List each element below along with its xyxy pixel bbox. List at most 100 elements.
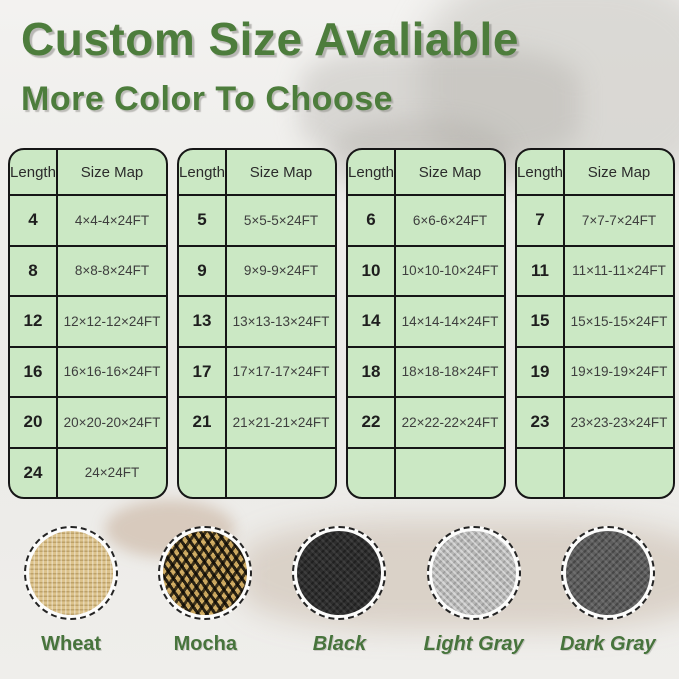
table-row: 10 10×10-10×24FT [348,244,504,295]
table-row: 24 24×24FT [10,446,166,497]
table-header-row: Length Size Map [10,150,166,194]
table-header-row: Length Size Map [348,150,504,194]
size-map-column-header: Size Map [418,163,482,181]
length-value: 6 [348,196,396,245]
length-column-header: Length [179,150,227,194]
size-map-value: 17×17-17×24FT [232,364,330,380]
table-row: 7 7×7-7×24FT [517,194,673,245]
length-value: 21 [179,398,227,447]
size-table-1: Length Size Map 4 4×4-4×24FT 8 8×8-8×24F… [8,148,168,499]
swatch-label: Black [312,633,367,655]
size-map-value [396,449,504,498]
size-map-value: 9×9-9×24FT [243,263,319,279]
size-map-value: 14×14-14×24FT [401,313,499,329]
wheat-fabric-circle [29,531,114,615]
swatch-dashed-ring [426,526,521,620]
table-row: 22 22×22-22×24FT [348,396,504,447]
length-value: 7 [517,196,565,245]
swatch-light-gray: Light Gray [408,526,539,656]
length-value: 10 [348,246,396,295]
dark-gray-fabric-circle [565,531,650,615]
length-value [348,448,396,497]
size-table-3: Length Size Map 6 6×6-6×24FT 10 10×10-10… [346,148,506,499]
table-row: 8 8×8-8×24FT [10,244,166,295]
table-row: 12 12×12-12×24FT [10,295,166,346]
table-row: 9 9×9-9×24FT [179,244,335,295]
table-row: 18 18×18-18×24FT [348,345,504,396]
size-map-column-header: Size Map [249,163,313,181]
length-value: 20 [10,398,58,447]
table-row: 11 11×11-11×24FT [517,244,673,295]
color-swatches: Wheat Mocha Black Light Gray Dark Gray [4,526,675,656]
swatch-dashed-ring [158,526,253,620]
swatch-label: Dark Gray [560,633,656,655]
length-value: 15 [517,297,565,346]
size-map-value: 12×12-12×24FT [63,313,161,329]
size-map-value [227,449,335,498]
size-tables: Length Size Map 4 4×4-4×24FT 8 8×8-8×24F… [8,148,675,499]
table-row-empty [179,446,335,498]
length-value: 5 [179,196,227,245]
mocha-fabric-circle [163,531,248,615]
size-map-value: 16×16-16×24FT [63,364,161,380]
size-map-value: 23×23-23×24FT [570,414,668,430]
table-row: 16 16×16-16×24FT [10,345,166,396]
size-table-4: Length Size Map 7 7×7-7×24FT 11 11×11-11… [515,148,675,499]
swatch-label: Wheat [41,633,102,655]
size-map-value [565,449,673,498]
size-map-value: 18×18-18×24FT [401,364,499,380]
length-value: 11 [517,246,565,295]
length-value: 23 [517,398,565,447]
table-row: 6 6×6-6×24FT [348,194,504,245]
length-value: 18 [348,347,396,396]
length-column-header: Length [348,150,396,194]
length-value: 9 [179,246,227,295]
size-map-value: 19×19-19×24FT [570,364,668,380]
swatch-black: Black [274,526,405,656]
swatch-dark-gray: Dark Gray [542,526,673,656]
swatch-label: Light Gray [423,633,524,655]
size-map-value: 4×4-4×24FT [74,212,150,228]
length-value: 24 [10,448,58,497]
page-title: Custom Size Avaliable [21,13,519,65]
length-value: 19 [517,347,565,396]
size-map-value: 10×10-10×24FT [401,263,499,279]
length-value: 16 [10,347,58,396]
size-map-value: 22×22-22×24FT [401,414,499,430]
table-row: 13 13×13-13×24FT [179,295,335,346]
size-map-value: 15×15-15×24FT [570,313,668,329]
length-value [179,448,227,497]
table-row: 14 14×14-14×24FT [348,295,504,346]
page-subtitle: More Color To Choose [21,80,394,118]
table-row: 15 15×15-15×24FT [517,295,673,346]
length-value: 22 [348,398,396,447]
table-row: 23 23×23-23×24FT [517,396,673,447]
length-value: 13 [179,297,227,346]
table-row: 19 19×19-19×24FT [517,345,673,396]
table-row: 20 20×20-20×24FT [10,396,166,447]
length-value: 4 [10,196,58,245]
swatch-mocha: Mocha [140,526,271,656]
table-header-row: Length Size Map [179,150,335,194]
table-row-empty [517,446,673,498]
size-map-value: 11×11-11×24FT [572,263,666,279]
length-value [517,448,565,497]
size-map-value: 7×7-7×24FT [581,212,657,228]
length-value: 12 [10,297,58,346]
light-gray-fabric-circle [431,531,516,615]
swatch-dashed-ring [560,526,655,620]
table-row: 5 5×5-5×24FT [179,194,335,245]
swatch-label: Mocha [173,633,237,655]
size-map-column-header: Size Map [587,163,651,181]
length-value: 17 [179,347,227,396]
table-header-row: Length Size Map [517,150,673,194]
swatch-wheat: Wheat [6,526,137,656]
length-column-header: Length [10,150,58,194]
size-table-2: Length Size Map 5 5×5-5×24FT 9 9×9-9×24F… [177,148,337,499]
table-row: 4 4×4-4×24FT [10,194,166,245]
table-row: 21 21×21-21×24FT [179,396,335,447]
length-value: 8 [10,246,58,295]
table-row-empty [348,446,504,498]
swatch-dashed-ring [24,526,119,620]
